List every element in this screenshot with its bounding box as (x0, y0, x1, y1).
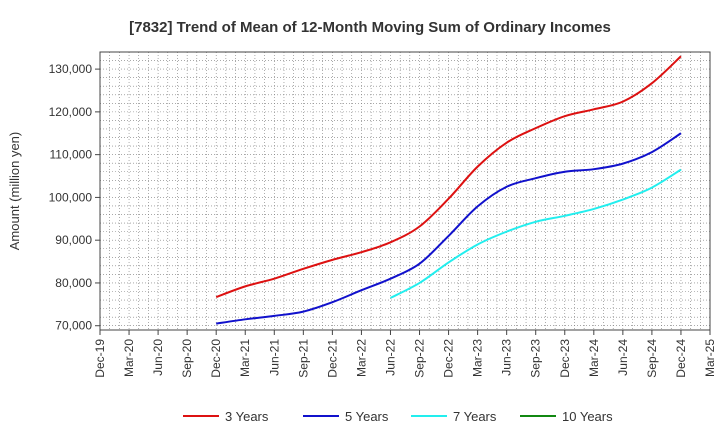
x-tick-label: Dec-24 (674, 339, 688, 378)
legend: 3 Years 5 Years 7 Years 10 Years (183, 409, 613, 424)
y-tick-label: 90,000 (55, 233, 92, 247)
x-tick-label: Dec-22 (442, 339, 456, 378)
y-tick-label: 100,000 (49, 190, 93, 204)
x-tick-label: Sep-22 (413, 339, 427, 378)
x-tick-label: Dec-21 (325, 339, 339, 378)
x-tick-label: Sep-24 (645, 339, 659, 378)
y-tick-label: 110,000 (50, 148, 93, 162)
x-tick-label: Mar-25 (703, 339, 717, 377)
x-tick-label: Jun-24 (616, 339, 630, 376)
x-tick-label: Jun-20 (151, 339, 165, 376)
x-tick-label: Mar-23 (471, 339, 485, 377)
plot-area-frame (99, 51, 711, 331)
legend-label-5-years: 5 Years (345, 409, 389, 424)
x-tick-label: Sep-23 (529, 339, 543, 378)
x-tick-label: Jun-21 (267, 339, 281, 376)
legend-label-7-years: 7 Years (453, 409, 497, 424)
grid-lines (100, 52, 710, 330)
x-tick-label: Mar-20 (122, 339, 136, 377)
x-tick-label: Jun-23 (500, 339, 514, 376)
chart-title: [7832] Trend of Mean of 12-Month Moving … (129, 19, 611, 36)
x-tick-label: Mar-24 (587, 339, 601, 377)
series-layer (215, 55, 682, 325)
x-tick-label: Sep-20 (180, 339, 194, 378)
legend-label-3-years: 3 Years (225, 409, 269, 424)
x-tick-label: Mar-22 (354, 339, 368, 377)
y-tick-label: 130,000 (49, 62, 93, 76)
y-tick-label: 120,000 (49, 105, 93, 119)
x-tick-label: Sep-21 (296, 339, 310, 378)
legend-label-10-years: 10 Years (562, 409, 613, 424)
x-tick-label: Mar-21 (238, 339, 252, 377)
y-axis-label: Amount (million yen) (7, 132, 22, 251)
x-tick-label: Dec-19 (93, 339, 107, 378)
series-line-7-years (390, 168, 682, 299)
x-tick-label: Dec-20 (209, 339, 223, 378)
y-axis-ticks: 70,000 80,000 90,000 100,000 110,000 120,000 1… (49, 62, 100, 333)
x-tick-label: Dec-23 (558, 339, 572, 378)
x-tick-label: Jun-22 (383, 339, 397, 376)
series-line-3-years (215, 55, 682, 299)
y-tick-label: 70,000 (55, 319, 92, 333)
series-line-5-years (216, 132, 682, 325)
y-tick-label: 80,000 (55, 276, 92, 290)
x-axis-ticks: Dec-19 Mar-20 Jun-20 Sep-20 Dec-20 Mar-21 Jun-… (93, 330, 717, 378)
